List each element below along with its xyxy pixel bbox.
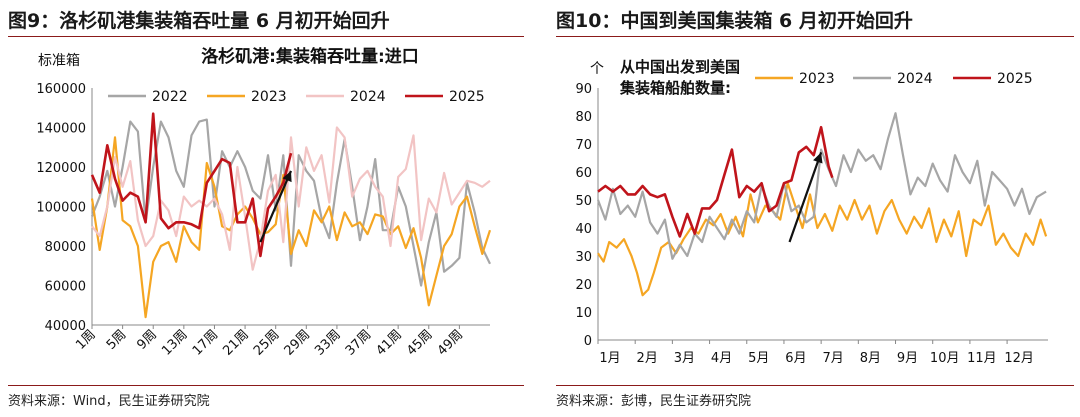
source-rule — [8, 385, 524, 386]
y-tick-label: 140000 — [36, 122, 86, 137]
x-tick-label: 17周 — [190, 327, 221, 358]
source-note: 资料来源：彭博，民生证券研究院 — [556, 394, 752, 409]
y-tick-label: 10 — [575, 306, 592, 321]
source-rule — [556, 385, 1074, 386]
source-note: 资料来源：Wind，民生证券研究院 — [8, 394, 210, 409]
chart-title: 洛杉矶港:集装箱吞吐量:进口 — [201, 46, 419, 67]
figure-title: 图10：中国到美国集装箱 6 月初开始回升 — [556, 10, 913, 32]
trend-arrow-head — [282, 170, 292, 183]
legend-label-2025: 2025 — [997, 71, 1033, 87]
series-line-2024 — [91, 126, 491, 271]
y-tick-label: 60000 — [45, 280, 86, 295]
x-tick-label: 4月 — [711, 351, 732, 366]
x-tick-label: 2月 — [637, 351, 658, 366]
figure-title: 图9：洛杉矶港集装箱吞吐量 6 月初开始回升 — [8, 10, 390, 32]
x-tick-label: 49周 — [435, 327, 466, 358]
y-tick-label: 80 — [575, 110, 592, 125]
y-tick-label: 40 — [575, 222, 592, 237]
y-tick-label: 80000 — [45, 240, 86, 255]
x-tick-label: 3月 — [674, 351, 695, 366]
figure-9-panel: 图9：洛杉矶港集装箱吞吐量 6 月初开始回升 160000 140000 12000… — [0, 0, 530, 417]
x-tick-label: 10月 — [930, 351, 960, 366]
y-tick-label: 0 — [584, 334, 592, 349]
x-tick-label: 9周 — [134, 327, 160, 353]
x-tick-label: 1月 — [599, 351, 620, 366]
x-tick-label: 21周 — [220, 327, 251, 358]
chart-title-line: 从中国出发到美国 — [620, 58, 740, 76]
y-tick-label: 100000 — [36, 201, 86, 216]
legend-label-2023: 2023 — [799, 71, 835, 87]
china-us-vessels-chart: 90 80 70 60 50 40 30 20 10 0 1月 2月 3月 4月 5月 6月 7月 8月 9月 10月… — [575, 58, 1048, 366]
x-tick-label: 9月 — [897, 351, 918, 366]
trend-arrow-shaft — [259, 170, 293, 243]
series-line-2025 — [597, 125, 834, 238]
y-tick-label: 90 — [575, 82, 592, 97]
x-tick-label: 11月 — [967, 351, 997, 366]
y-tick-label: 30 — [575, 250, 592, 265]
legend-label-2023: 2023 — [251, 89, 287, 105]
series-line-2024 — [596, 112, 1047, 260]
legend-label-2024: 2024 — [350, 89, 386, 105]
x-tick-label: 8月 — [860, 351, 881, 366]
x-tick-label: 12月 — [1004, 351, 1034, 366]
title-rule — [8, 36, 524, 37]
series-line-2023 — [90, 136, 492, 319]
x-tick-label: 7月 — [822, 351, 843, 366]
series-line-2023 — [597, 182, 1048, 297]
y-tick-label: 40000 — [45, 319, 86, 334]
la-port-import-chart: 160000 140000 120000 100000 80000 60000 40000 1… — [36, 46, 492, 359]
x-tick-label: 37周 — [343, 327, 374, 358]
chart-title-line: 集装箱船舶数量: — [619, 79, 731, 97]
legend-label-2024: 2024 — [897, 71, 933, 87]
figure-10-panel: 图10：中国到美国集装箱 6 月初开始回升 90 80 70 60 50 40 30 20 10… — [548, 0, 1080, 417]
x-tick-label: 5月 — [748, 351, 769, 366]
x-tick-label: 29周 — [282, 327, 313, 358]
trend-arrow-shaft — [788, 152, 823, 243]
title-rule — [556, 36, 1074, 37]
x-tick-label: 5周 — [104, 327, 130, 353]
y-tick-label: 70 — [575, 138, 592, 153]
y-tick-label: 50 — [575, 194, 592, 209]
y-tick-label: 120000 — [36, 161, 86, 176]
y-axis-label: 个 — [590, 61, 604, 77]
y-tick-label: 60 — [575, 166, 592, 181]
x-tick-label: 25周 — [251, 327, 282, 358]
y-axis-label: 标准箱 — [38, 53, 80, 69]
x-tick-label: 6月 — [785, 351, 806, 366]
legend-label-2022: 2022 — [152, 89, 188, 105]
trend-arrow-head — [813, 152, 823, 164]
x-tick-label: 41周 — [373, 327, 404, 358]
y-tick-label: 160000 — [36, 82, 86, 97]
legend-label-2025: 2025 — [449, 89, 485, 105]
x-tick-label: 33周 — [312, 327, 343, 358]
x-tick-label: 45周 — [404, 327, 435, 358]
y-tick-label: 20 — [575, 278, 592, 293]
series-line-2025 — [90, 112, 293, 258]
x-tick-label: 13周 — [159, 327, 190, 358]
